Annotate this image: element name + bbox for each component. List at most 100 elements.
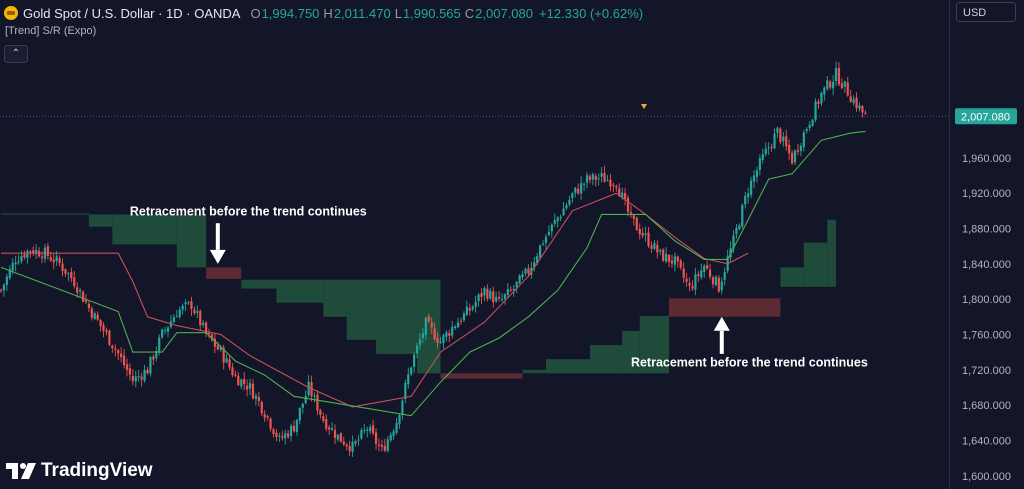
candle	[767, 142, 770, 155]
candle	[187, 300, 190, 305]
candle	[37, 247, 41, 258]
candle-body	[451, 326, 454, 336]
candle	[415, 342, 419, 359]
candle	[459, 317, 463, 325]
candle-body	[111, 345, 114, 349]
resistance-zone	[440, 373, 523, 379]
candle	[401, 399, 404, 420]
candle-body	[386, 439, 389, 451]
candle-body	[524, 268, 527, 274]
support-zone	[176, 214, 207, 268]
price-axis-panel[interactable]	[949, 0, 1024, 489]
candle-body	[706, 265, 709, 269]
candle-body	[527, 268, 530, 274]
candle	[495, 291, 498, 304]
indicator-legend[interactable]: [Trend] S/R (Expo)	[5, 25, 97, 37]
candle-body	[843, 81, 846, 87]
candle-body	[61, 263, 64, 271]
candle-body	[228, 359, 231, 368]
candle	[694, 267, 697, 296]
chart-marker-icon	[641, 104, 647, 109]
candle	[500, 292, 504, 303]
candle-body	[495, 296, 498, 302]
candle	[714, 275, 718, 287]
candle	[272, 427, 275, 438]
candle-body	[796, 150, 800, 152]
candle-body	[143, 369, 146, 381]
candle-body	[700, 270, 703, 278]
candle-body	[292, 425, 296, 432]
candle	[205, 320, 208, 338]
candle-body	[90, 308, 93, 318]
candle	[172, 313, 175, 324]
candle	[539, 244, 542, 260]
candle-body	[287, 433, 290, 437]
chevron-up-icon: ⌃	[11, 48, 21, 59]
candle-body	[374, 432, 378, 444]
candle	[52, 253, 55, 270]
candle-body	[79, 290, 82, 292]
candle-body	[418, 339, 422, 345]
candle	[782, 131, 785, 147]
candle-body	[840, 83, 844, 89]
candle-body	[105, 330, 108, 333]
candle-body	[269, 418, 272, 429]
candle-body	[697, 274, 700, 276]
candle-body	[117, 350, 120, 354]
candle-body	[257, 396, 260, 402]
collapse-legend-button[interactable]: ⌃	[4, 45, 28, 63]
price-tick-label: 1,760.000	[962, 329, 1011, 341]
candle-body	[659, 249, 662, 252]
candle-body	[732, 235, 735, 249]
candle-body	[275, 432, 278, 438]
candle	[298, 406, 301, 425]
candle-body	[462, 313, 466, 321]
candle-body	[248, 383, 252, 389]
candle-body	[196, 311, 199, 313]
candle	[345, 443, 348, 451]
candle-body	[301, 403, 304, 408]
candle	[703, 263, 706, 278]
candle	[626, 195, 630, 217]
candle	[184, 299, 187, 311]
candle-body	[735, 227, 738, 235]
candle-body	[544, 236, 548, 243]
candle-body	[213, 338, 216, 347]
candle	[498, 291, 501, 302]
candle-body	[99, 319, 102, 326]
candle-body	[114, 348, 117, 350]
price-tick-label: 1,920.000	[962, 188, 1011, 200]
candle	[374, 428, 378, 450]
candle-body	[817, 101, 820, 104]
candle	[61, 258, 64, 277]
candle-body	[565, 205, 568, 209]
candle	[313, 392, 316, 403]
candle	[8, 265, 11, 281]
candle	[474, 296, 477, 313]
candle	[143, 364, 146, 383]
candle-body	[638, 228, 641, 235]
symbol-title[interactable]: Gold Spot / U.S. Dollar · 1D · OANDA	[23, 5, 241, 21]
candle	[284, 429, 287, 445]
price-axis-ticks: 1,600.000 1,640.000 1,680.000 1,720.000 1,76…	[962, 153, 1011, 483]
support-zone	[545, 359, 590, 374]
candle	[846, 76, 849, 97]
currency-selector[interactable]: USD	[956, 2, 1016, 22]
tradingview-logo-icon	[6, 463, 36, 479]
candle-body	[597, 178, 600, 180]
candle	[2, 283, 6, 297]
low-value: 1,990.565	[402, 5, 461, 21]
candle-body	[662, 249, 665, 261]
candle	[383, 438, 386, 453]
candle-body	[761, 154, 764, 160]
candle	[193, 306, 196, 316]
candle	[456, 317, 460, 329]
candle-body	[785, 136, 788, 147]
annotation: Retracement before the trend continues	[130, 204, 367, 264]
logo-text: TradingView	[41, 460, 153, 481]
candle-body	[685, 278, 688, 282]
candle-body	[81, 291, 85, 302]
support-zone	[639, 315, 670, 374]
candle-body	[231, 367, 234, 376]
